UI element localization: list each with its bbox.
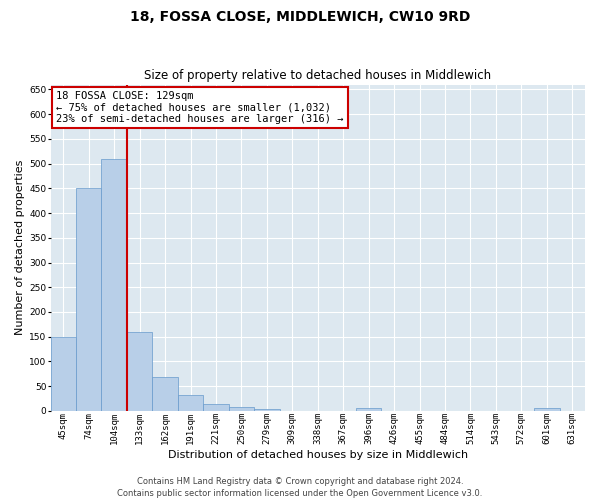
Bar — [203, 404, 229, 411]
Title: Size of property relative to detached houses in Middlewich: Size of property relative to detached ho… — [144, 69, 491, 82]
Bar — [127, 332, 152, 411]
Bar — [229, 407, 254, 411]
Y-axis label: Number of detached properties: Number of detached properties — [15, 160, 25, 336]
Text: Contains HM Land Registry data © Crown copyright and database right 2024.
Contai: Contains HM Land Registry data © Crown c… — [118, 476, 482, 498]
X-axis label: Distribution of detached houses by size in Middlewich: Distribution of detached houses by size … — [168, 450, 468, 460]
Bar — [76, 188, 101, 411]
Bar — [356, 408, 382, 411]
Bar — [50, 336, 76, 411]
Bar — [101, 158, 127, 411]
Bar — [534, 408, 560, 411]
Bar — [254, 410, 280, 411]
Text: 18, FOSSA CLOSE, MIDDLEWICH, CW10 9RD: 18, FOSSA CLOSE, MIDDLEWICH, CW10 9RD — [130, 10, 470, 24]
Bar — [178, 395, 203, 411]
Text: 18 FOSSA CLOSE: 129sqm
← 75% of detached houses are smaller (1,032)
23% of semi-: 18 FOSSA CLOSE: 129sqm ← 75% of detached… — [56, 91, 343, 124]
Bar — [152, 377, 178, 411]
